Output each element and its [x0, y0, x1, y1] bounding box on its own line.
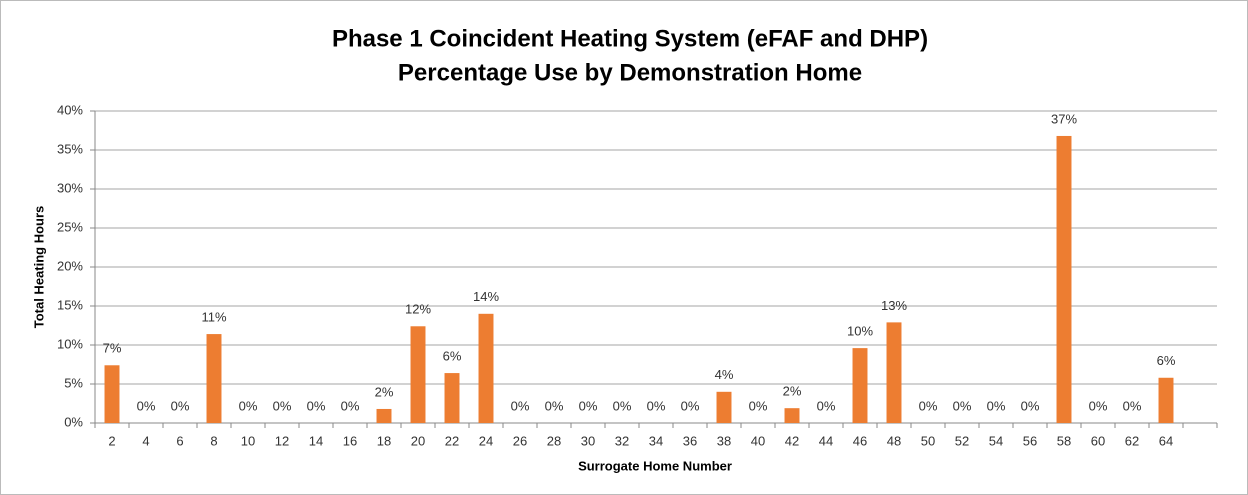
y-tick-label: 30%: [57, 180, 83, 195]
bar: [716, 391, 732, 423]
data-label: 4%: [715, 367, 734, 382]
data-label: 0%: [953, 398, 972, 413]
x-tick-label: 38: [717, 433, 731, 448]
data-label: 7%: [103, 341, 122, 356]
data-label: 2%: [375, 384, 394, 399]
data-label: 6%: [443, 349, 462, 364]
y-tick-label: 15%: [57, 297, 83, 312]
x-tick-label: 42: [785, 433, 799, 448]
bar: [478, 313, 494, 423]
x-tick-label: 50: [921, 433, 935, 448]
x-tick-label: 28: [547, 433, 561, 448]
x-tick-label: 56: [1023, 433, 1037, 448]
data-label: 0%: [817, 398, 836, 413]
x-tick-label: 54: [989, 433, 1003, 448]
data-label: 0%: [137, 398, 156, 413]
data-label: 0%: [987, 398, 1006, 413]
x-tick-label: 36: [683, 433, 697, 448]
x-tick-label: 10: [241, 433, 255, 448]
x-tick-label: 62: [1125, 433, 1139, 448]
bar: [376, 408, 392, 423]
data-label: 0%: [511, 398, 530, 413]
bar: [1158, 377, 1174, 423]
x-tick-label: 32: [615, 433, 629, 448]
x-tick-label: 6: [176, 433, 183, 448]
data-label: 10%: [847, 324, 873, 339]
data-label: 6%: [1157, 353, 1176, 368]
chart-subtitle: Percentage Use by Demonstration Home: [398, 59, 862, 86]
data-label: 0%: [647, 398, 666, 413]
data-label: 11%: [201, 310, 226, 325]
x-tick-label: 58: [1057, 433, 1071, 448]
x-tick-label: 46: [853, 433, 867, 448]
x-tick-label: 30: [581, 433, 595, 448]
y-tick-label: 0%: [64, 414, 83, 429]
data-label: 0%: [749, 398, 768, 413]
bar: [206, 334, 222, 423]
x-tick-label: 48: [887, 433, 901, 448]
y-tick-label: 35%: [57, 141, 83, 156]
data-label: 0%: [1021, 398, 1040, 413]
y-tick-label: 25%: [57, 219, 83, 234]
data-label: 0%: [171, 398, 190, 413]
x-tick-label: 12: [275, 433, 289, 448]
chart-title: Phase 1 Coincident Heating System (eFAF …: [332, 25, 928, 52]
y-tick-label: 40%: [57, 102, 83, 117]
x-tick-label: 44: [819, 433, 833, 448]
bar: [886, 322, 902, 423]
data-label: 2%: [783, 384, 802, 399]
x-tick-label: 8: [210, 433, 217, 448]
data-label: 0%: [1123, 398, 1142, 413]
x-tick-label: 60: [1091, 433, 1105, 448]
x-tick-label: 52: [955, 433, 969, 448]
y-tick-label: 5%: [64, 375, 83, 390]
data-label: 0%: [1089, 398, 1108, 413]
data-label: 0%: [919, 398, 938, 413]
data-label: 14%: [473, 289, 499, 304]
data-label: 0%: [579, 398, 598, 413]
data-label: 0%: [545, 398, 564, 413]
x-tick-label: 26: [513, 433, 527, 448]
data-label: 0%: [239, 398, 258, 413]
data-label: 0%: [341, 398, 360, 413]
bar: [104, 365, 120, 423]
bar: [1056, 135, 1072, 423]
y-tick-label: 20%: [57, 258, 83, 273]
data-label: 13%: [881, 298, 907, 313]
data-label: 37%: [1051, 111, 1077, 126]
x-tick-label: 2: [108, 433, 115, 448]
x-tick-label: 14: [309, 433, 323, 448]
x-axis-title: Surrogate Home Number: [578, 458, 732, 473]
y-axis-title: Total Heating Hours: [31, 206, 46, 329]
x-tick-label: 4: [142, 433, 149, 448]
x-tick-label: 40: [751, 433, 765, 448]
x-tick-label: 64: [1159, 433, 1173, 448]
x-tick-label: 16: [343, 433, 357, 448]
data-label: 0%: [273, 398, 292, 413]
data-label: 0%: [681, 398, 700, 413]
bar: [410, 326, 426, 423]
data-label: 12%: [405, 302, 431, 317]
y-tick-label: 10%: [57, 336, 83, 351]
x-tick-label: 18: [377, 433, 391, 448]
bar: [784, 408, 800, 423]
x-tick-label: 20: [411, 433, 425, 448]
x-tick-label: 34: [649, 433, 663, 448]
x-tick-label: 24: [479, 433, 493, 448]
x-tick-label: 22: [445, 433, 459, 448]
data-label: 0%: [613, 398, 632, 413]
bar: [852, 348, 868, 423]
data-label: 0%: [307, 398, 326, 413]
bar: [444, 373, 460, 423]
